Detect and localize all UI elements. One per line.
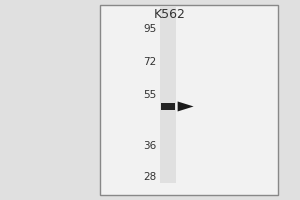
Text: K562: K562 — [154, 8, 186, 21]
Bar — [160, 103, 175, 110]
Bar — [100, 5, 278, 195]
Polygon shape — [178, 101, 194, 111]
Text: 36: 36 — [143, 141, 157, 151]
Text: 95: 95 — [143, 24, 157, 34]
Text: 55: 55 — [143, 90, 157, 100]
Bar — [160, 7, 176, 183]
Text: 28: 28 — [143, 172, 157, 182]
Text: 72: 72 — [143, 57, 157, 67]
